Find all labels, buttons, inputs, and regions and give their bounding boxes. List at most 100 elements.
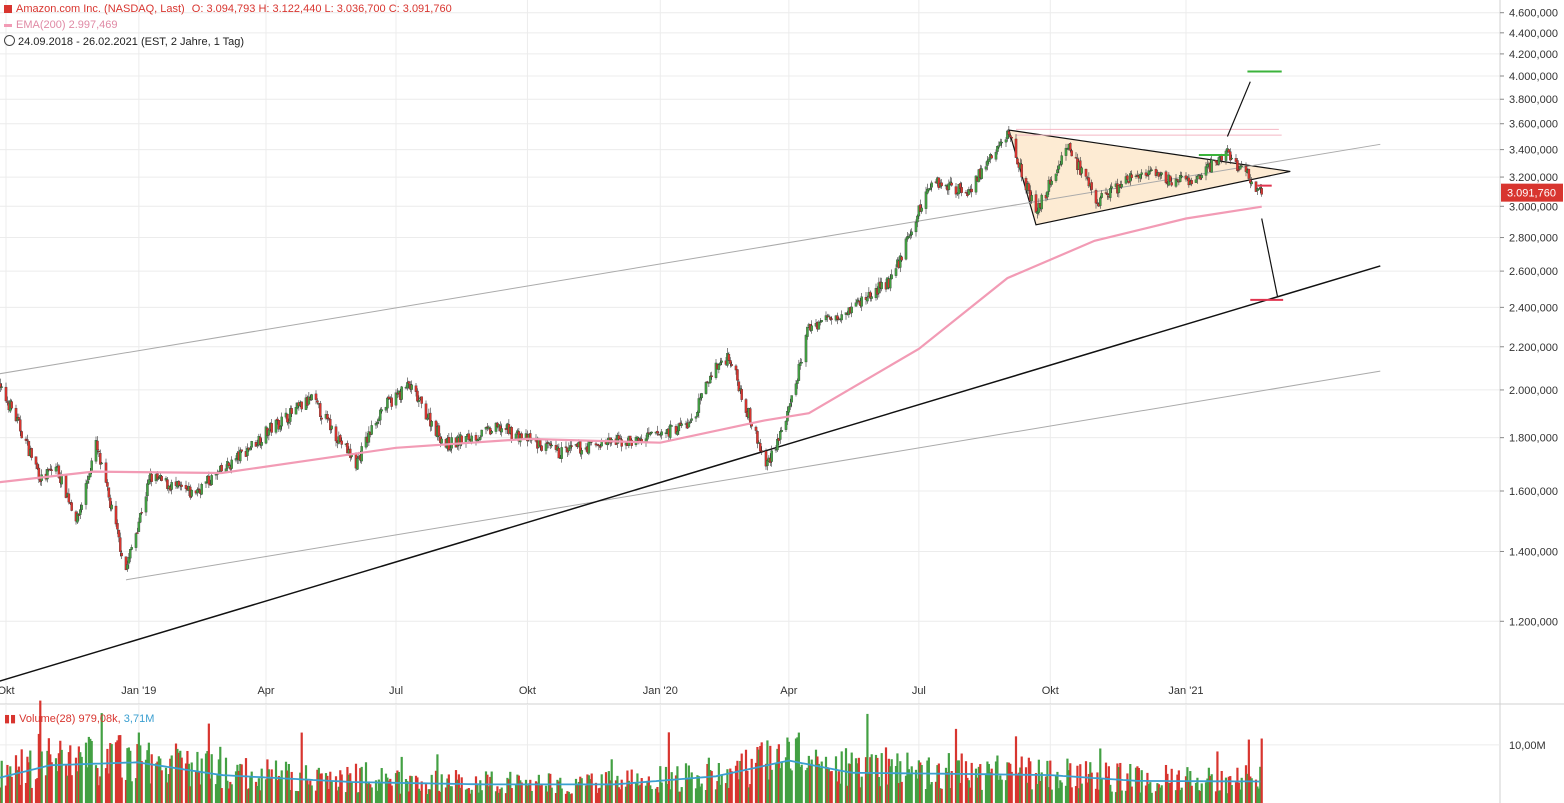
volume-bar xyxy=(176,748,179,803)
volume-bar xyxy=(1016,774,1019,803)
volume-bar xyxy=(806,767,809,803)
volume-bar xyxy=(554,792,558,803)
chart-title: Amazon.com Inc. (NASDAQ, Last) xyxy=(16,3,185,15)
candle-body xyxy=(987,158,991,162)
volume-bar xyxy=(596,792,599,803)
candle-body xyxy=(620,439,623,447)
volume-bar xyxy=(599,787,602,803)
candle-body xyxy=(467,433,471,440)
volume-bar xyxy=(40,751,43,803)
volume-bar xyxy=(277,775,280,803)
volume-bar xyxy=(920,765,923,803)
volume-bar xyxy=(576,784,579,803)
candle-body xyxy=(756,431,759,444)
x-tick-label: Jul xyxy=(389,685,403,697)
candle-body xyxy=(430,421,433,427)
volume-bar xyxy=(796,737,799,803)
volume-bar xyxy=(49,754,52,803)
volume-bar xyxy=(644,785,648,803)
volume-bar xyxy=(14,755,18,803)
candle-body xyxy=(960,187,963,193)
candle-body xyxy=(274,419,278,433)
ema-label: EMA(200) 2.997,469 xyxy=(16,19,118,31)
ema-swatch xyxy=(4,23,12,27)
volume-bar xyxy=(784,757,788,803)
candle-body xyxy=(1249,179,1252,184)
trendlines xyxy=(0,143,1381,682)
volume-bar xyxy=(259,790,262,803)
candle-body xyxy=(656,430,659,434)
volume-bar xyxy=(834,756,838,803)
volume-bar xyxy=(1024,767,1028,803)
volume-bar xyxy=(377,779,380,803)
candle-body xyxy=(1194,179,1198,183)
volume-bar xyxy=(314,790,318,803)
candle-body xyxy=(870,296,873,299)
candle-body xyxy=(14,407,18,422)
volume-bar xyxy=(1257,788,1260,803)
volume-bar xyxy=(420,781,423,803)
volume-bar xyxy=(166,782,169,803)
volume-bar xyxy=(739,761,742,803)
candle-body xyxy=(984,166,988,170)
volume-bar xyxy=(1120,790,1123,803)
trendline-support xyxy=(0,265,1381,682)
volume-bar xyxy=(187,763,190,803)
candle-body xyxy=(164,478,168,481)
volume-bar xyxy=(794,738,798,803)
volume-bar xyxy=(959,782,962,803)
candle-body xyxy=(754,426,758,431)
volume-bar xyxy=(914,769,918,803)
candle-body xyxy=(10,401,13,409)
volume-bar xyxy=(1099,748,1102,803)
candle-body xyxy=(636,436,639,439)
candle-body xyxy=(650,431,653,434)
volume-legend: ▮▮ Volume(28) 979,08k, 3,71M xyxy=(4,713,155,725)
volume-bar xyxy=(1140,770,1143,803)
candle-body xyxy=(719,362,722,366)
volume-bar xyxy=(754,762,758,803)
volume-bar xyxy=(567,791,570,803)
volume-bar xyxy=(890,759,893,803)
candle-body xyxy=(84,483,88,505)
candle-body xyxy=(79,509,82,515)
candle-body xyxy=(380,409,383,412)
volume-bar xyxy=(44,775,48,803)
volume-bar xyxy=(214,784,218,803)
volume-bar xyxy=(906,752,909,803)
volume-bar xyxy=(34,779,38,803)
volume-bar xyxy=(846,785,849,803)
candle-body xyxy=(210,475,213,486)
volume-bar xyxy=(764,763,768,803)
candle-body xyxy=(920,207,923,212)
volume-bar xyxy=(749,784,752,803)
candle-body xyxy=(46,468,49,480)
volume-bar xyxy=(770,769,773,803)
volume-bar xyxy=(744,749,748,803)
volume-bar xyxy=(419,790,422,803)
volume-bar xyxy=(944,767,948,803)
volume-bar xyxy=(497,792,500,803)
volume-bar xyxy=(560,788,563,803)
volume-bar xyxy=(1106,776,1109,803)
candle-body xyxy=(34,456,38,465)
date-range-row: 24.09.2018 - 26.02.2021 (EST, 2 Jahre, 1… xyxy=(4,35,244,49)
candle-body xyxy=(180,484,183,487)
candle-body xyxy=(394,392,398,406)
volume-bar xyxy=(369,784,372,803)
volume-bar xyxy=(1036,783,1039,803)
volume-bar xyxy=(57,753,60,803)
candle-body xyxy=(1120,184,1123,188)
volume-bar xyxy=(1167,782,1170,803)
candle-body xyxy=(1237,169,1241,171)
candle-body xyxy=(1150,169,1153,171)
triangle-shape xyxy=(1008,129,1291,226)
volume-bar xyxy=(437,790,440,803)
volume-bar xyxy=(107,773,110,803)
candle-body xyxy=(144,496,148,513)
candle-body xyxy=(396,392,399,395)
volume-bar xyxy=(216,773,219,803)
volume-bar xyxy=(69,745,72,803)
candle-body xyxy=(794,383,798,395)
volume-bar xyxy=(477,792,480,803)
